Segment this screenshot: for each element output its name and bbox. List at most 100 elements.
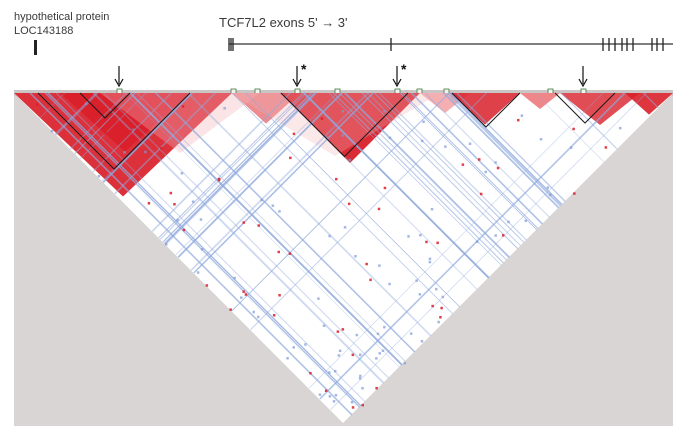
ld-line: [379, 92, 527, 241]
ld-dot: [484, 170, 487, 174]
ld-dot: [524, 219, 527, 222]
ld-line: [124, 92, 400, 368]
low-ld-lines: [29, 92, 659, 416]
ld-dot: [422, 120, 425, 123]
ld-dot: [240, 296, 243, 299]
ld-dot: [437, 320, 440, 324]
ld-dot: [200, 248, 204, 251]
ld-dot: [132, 126, 135, 129]
block-outline: [37, 92, 191, 170]
ld-dot: [415, 279, 418, 282]
ld-dot: [242, 290, 245, 293]
ld-line: [410, 92, 543, 225]
ld-line: [55, 92, 99, 136]
high-ld-region: [232, 93, 300, 124]
ld-dot: [132, 128, 135, 131]
ld-dot: [165, 243, 168, 246]
high-ld-region: [60, 93, 190, 152]
ld-line: [29, 92, 353, 416]
ld-dot: [475, 240, 479, 243]
ld-line: [333, 92, 504, 264]
ld-dot: [242, 221, 245, 224]
ld-dot: [233, 276, 236, 280]
ld-dot: [278, 210, 281, 213]
ld-dot: [354, 255, 357, 258]
ld-dot: [501, 234, 505, 237]
ld-dot: [336, 330, 340, 333]
ld-dot: [420, 340, 424, 343]
gene-label-line2: LOC143188: [14, 25, 74, 37]
ld-dot: [147, 202, 151, 205]
ld-dot: [335, 177, 338, 181]
ld-dot: [191, 200, 195, 203]
snp-arrow-head: [114, 78, 124, 88]
ld-dot: [383, 325, 386, 329]
ld-dot: [365, 262, 368, 266]
ld-dot: [292, 132, 296, 136]
ld-line: [162, 92, 312, 243]
ld-line: [424, 92, 550, 218]
ld-line: [55, 92, 366, 403]
ld-line: [136, 92, 406, 362]
ld-dot: [569, 146, 573, 149]
ld-line: [54, 92, 98, 135]
ld-line: [151, 92, 291, 232]
ld-line: [534, 92, 605, 163]
ld-dot: [361, 387, 364, 390]
ld-dot: [343, 226, 347, 229]
ld-dot: [478, 158, 481, 161]
ld-line: [163, 92, 316, 245]
ld-line: [103, 92, 390, 379]
ld-line: [250, 92, 487, 330]
ld-dot: [257, 224, 260, 227]
high-ld-region: [560, 93, 640, 125]
ld-line: [456, 92, 566, 202]
ld-dot: [129, 130, 132, 133]
exon-ticks: [228, 38, 664, 51]
ld-dot: [377, 207, 381, 211]
snp-arrow-head: [578, 78, 588, 88]
ld-dot: [205, 284, 209, 287]
ld-line: [114, 92, 216, 195]
ld-dot: [348, 158, 352, 162]
ld-line: [164, 92, 316, 245]
ld-triangle: [14, 93, 673, 423]
ld-dot: [288, 252, 292, 255]
ld-dot: [341, 110, 345, 113]
ld-dot: [325, 136, 329, 139]
ld-line: [339, 92, 507, 261]
high-ld-region: [625, 93, 673, 115]
high-ld-region: [100, 93, 260, 153]
ld-dot: [494, 234, 497, 237]
block-outline: [79, 92, 131, 119]
ld-dot: [359, 353, 362, 356]
ld-dot: [50, 129, 54, 133]
ld-dot: [334, 393, 338, 397]
ld-dot: [430, 208, 434, 211]
ld-dot: [619, 126, 622, 130]
ld-dot: [572, 127, 575, 131]
ld-dot: [328, 395, 332, 398]
ld-dot: [546, 186, 550, 189]
ld-dot: [435, 287, 438, 291]
ld-dot: [160, 147, 163, 150]
ld-dot: [278, 294, 281, 297]
ld-dot: [320, 117, 324, 120]
ld-dot: [604, 146, 608, 149]
ld-line: [164, 92, 317, 245]
block-outlines: [37, 92, 616, 170]
block-outline: [554, 92, 616, 124]
ld-dot: [468, 142, 472, 145]
ld-line: [446, 92, 561, 207]
ld-dot: [173, 203, 176, 206]
ld-dot: [322, 324, 326, 327]
ld-dot: [260, 198, 263, 202]
ld-dots: [36, 102, 622, 409]
ld-line: [367, 92, 521, 247]
ld-dot: [328, 234, 331, 238]
ld-dot: [324, 389, 328, 392]
ld-dot: [317, 297, 320, 300]
ld-dot: [182, 228, 186, 232]
ld-dot: [169, 191, 173, 195]
